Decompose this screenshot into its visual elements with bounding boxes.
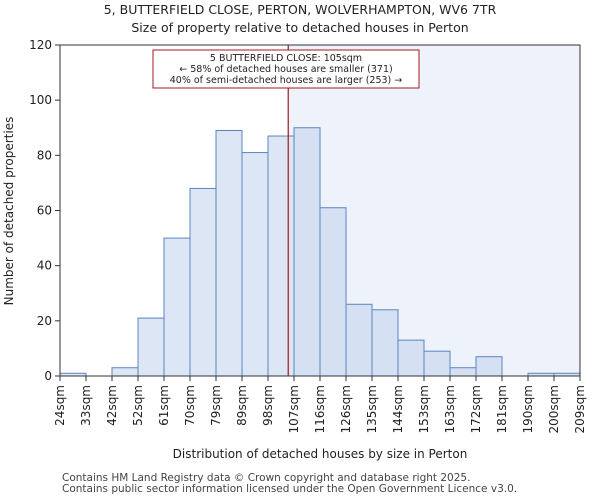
bar-98sqm (267, 135, 295, 377)
x-axis-label: Distribution of detached houses by size … (173, 447, 468, 461)
annotation-line1: 5 BUTTERFIELD CLOSE: 105sqm (210, 53, 362, 64)
bar-153sqm (423, 350, 451, 377)
bars-group (59, 127, 581, 377)
x-tick-label-33sqm: 33sqm (79, 385, 93, 426)
bar-42sqm (111, 367, 139, 377)
footer: Contains HM Land Registry data © Crown c… (62, 473, 517, 495)
chart-title-line1: 5, BUTTERFIELD CLOSE, PERTON, WOLVERHAMP… (104, 2, 497, 17)
bar-61sqm (163, 237, 191, 377)
y-tick-label: 80 (37, 148, 52, 162)
footer-line1: Contains HM Land Registry data © Crown c… (62, 472, 471, 484)
bar-116sqm (319, 207, 347, 377)
bar-172sqm (475, 356, 503, 377)
bar-52sqm (137, 317, 165, 377)
x-tick-label-172sqm: 172sqm (469, 385, 483, 433)
x-tick-label-200sqm: 200sqm (547, 385, 561, 433)
x-tick-label-209sqm: 209sqm (573, 385, 587, 433)
chart-title-line2: Size of property relative to detached ho… (131, 20, 468, 35)
x-tick-label-79sqm: 79sqm (209, 385, 223, 426)
x-tick-label-70sqm: 70sqm (183, 385, 197, 426)
y-axis-label: Number of detached properties (2, 117, 16, 306)
x-tick-label-61sqm: 61sqm (157, 385, 171, 426)
x-tick-label-107sqm: 107sqm (287, 385, 301, 433)
bar-70sqm (189, 187, 217, 377)
bar-79sqm (215, 130, 243, 377)
x-tick-label-98sqm: 98sqm (261, 385, 275, 426)
bar-126sqm (345, 303, 373, 377)
y-axis-ticks: 0 20 40 60 80 100 120 (29, 38, 60, 383)
bar-163sqm (449, 367, 477, 377)
x-tick-label-42sqm: 42sqm (105, 385, 119, 426)
bar-144sqm (397, 339, 425, 377)
annotation-line3: 40% of semi-detached houses are larger (… (170, 75, 403, 86)
x-axis-ticks: 24sqm 33sqm 42sqm 52sqm 61sqm 70sqm 79sqm 89sqm… (53, 376, 587, 433)
x-tick-label-126sqm: 126sqm (339, 385, 353, 433)
annotation-line2: ← 58% of detached houses are smaller (37… (179, 64, 392, 75)
x-tick-label-153sqm: 153sqm (417, 385, 431, 433)
y-tick-label: 120 (29, 38, 52, 52)
y-tick-label: 40 (37, 259, 52, 273)
y-tick-label: 20 (37, 314, 52, 328)
y-tick-label: 100 (29, 93, 52, 107)
x-tick-label-144sqm: 144sqm (391, 385, 405, 433)
annotation-box (152, 49, 420, 89)
footer-line2: Contains public sector information licen… (62, 483, 518, 495)
x-tick-label-116sqm: 116sqm (313, 385, 327, 433)
y-tick-label: 60 (37, 204, 52, 218)
y-tick-label: 0 (44, 369, 52, 383)
x-tick-label-24sqm: 24sqm (53, 385, 67, 426)
x-tick-label-52sqm: 52sqm (131, 385, 145, 426)
x-tick-label-89sqm: 89sqm (235, 385, 249, 426)
x-tick-label-190sqm: 190sqm (521, 385, 535, 433)
x-tick-label-181sqm: 181sqm (495, 385, 509, 433)
x-tick-label-135sqm: 135sqm (365, 385, 379, 433)
x-tick-label-163sqm: 163sqm (443, 385, 457, 433)
bar-107sqm (293, 127, 321, 377)
bar-89sqm (241, 152, 269, 377)
bar-135sqm (371, 309, 399, 377)
